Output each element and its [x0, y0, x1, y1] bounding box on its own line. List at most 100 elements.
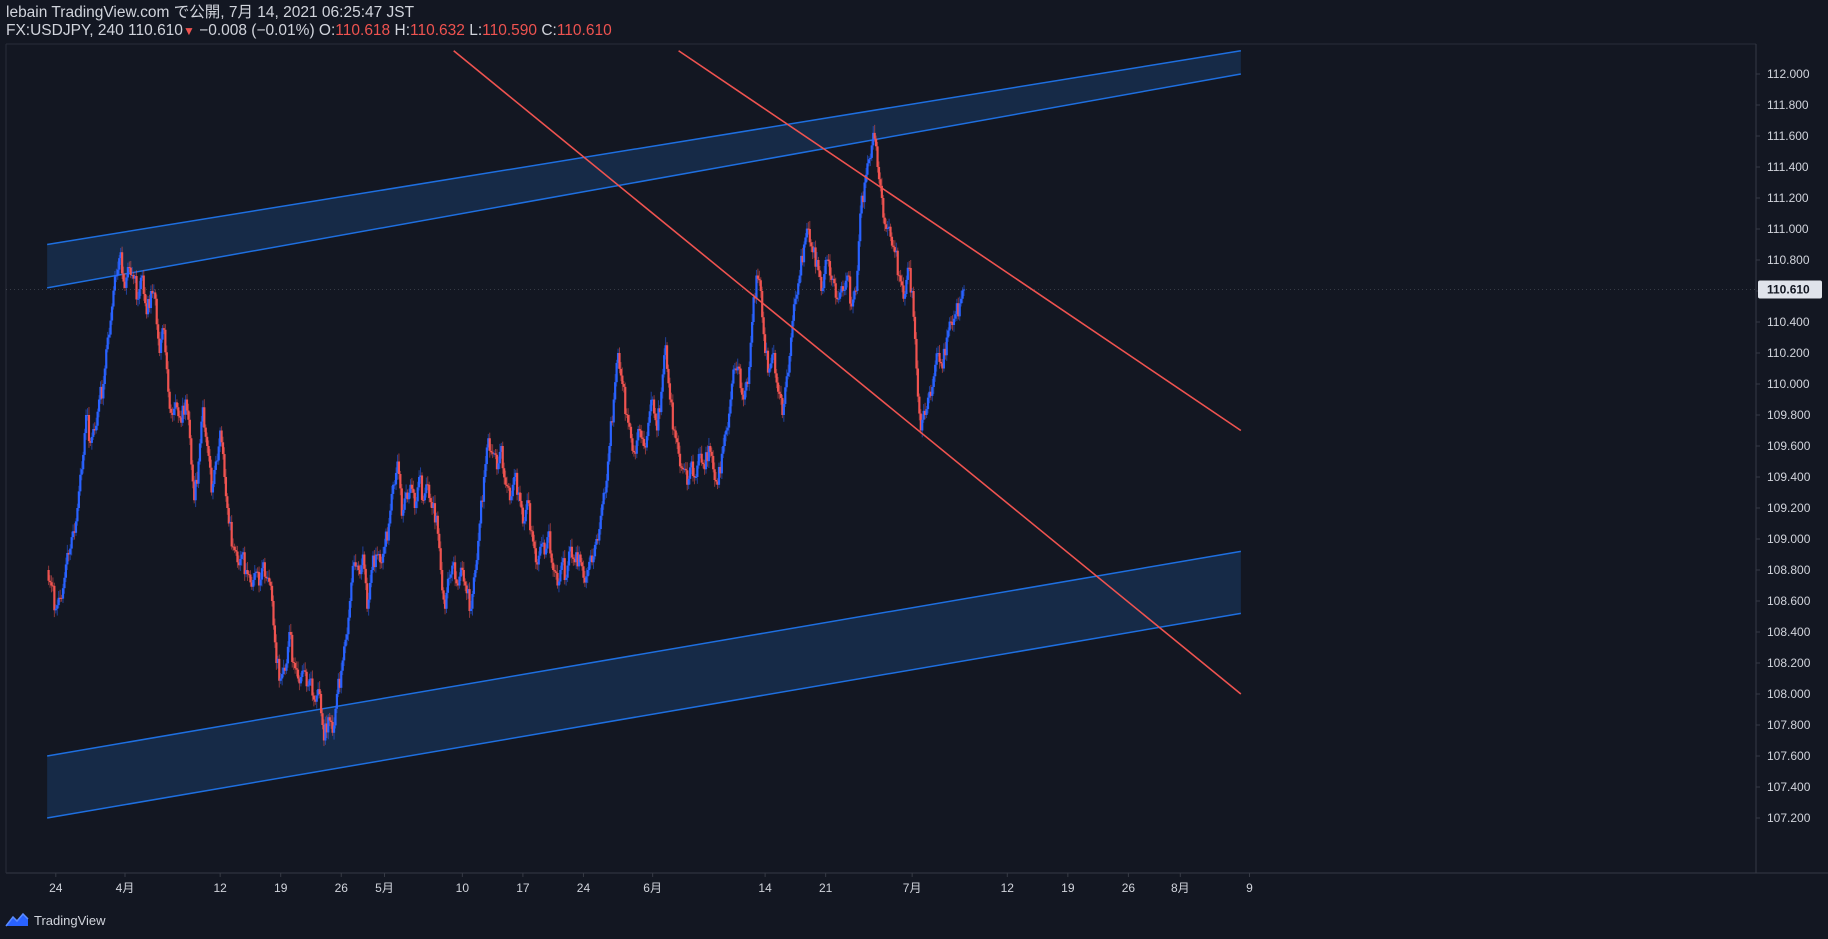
candle-body [544, 548, 548, 555]
candle-body [801, 255, 804, 263]
candle-body [546, 537, 549, 549]
candle-body [550, 553, 553, 563]
candle-body [811, 246, 814, 253]
candle-body [348, 601, 351, 618]
candle-body [843, 289, 846, 291]
candle-body [234, 550, 238, 552]
candle-body [257, 572, 261, 586]
candle-body [108, 334, 111, 338]
candle-body [477, 540, 480, 561]
y-tick-label: 108.800 [1767, 563, 1811, 577]
candle-body [423, 493, 426, 501]
y-tick-label: 107.800 [1767, 718, 1811, 732]
candle-body [152, 292, 155, 294]
candle-body [883, 217, 886, 225]
candle-body [54, 608, 57, 611]
downtrend-lines[interactable] [453, 50, 1242, 695]
candle-body [813, 247, 816, 253]
candle-body [442, 590, 445, 600]
candle-body [631, 438, 634, 451]
candle-body [948, 321, 951, 331]
candle-body [537, 555, 540, 565]
candle-body [462, 570, 465, 582]
x-tick-label: 24 [49, 881, 63, 895]
candle-body [941, 363, 944, 369]
candle-body [866, 163, 869, 175]
candle-body [557, 581, 561, 586]
candle-body [204, 427, 207, 437]
candle-body [291, 634, 294, 662]
candle-body [452, 562, 455, 566]
y-tick-label: 107.600 [1767, 749, 1811, 763]
candle-body [100, 386, 104, 399]
candle-body [170, 408, 173, 413]
candle-body [392, 484, 395, 494]
candle-body [262, 562, 265, 569]
candle-body [840, 286, 843, 293]
candle-body [318, 689, 321, 694]
candle-body [850, 303, 853, 307]
candle-body [76, 508, 79, 522]
candle-body [541, 542, 545, 544]
tradingview-watermark[interactable]: TradingView [4, 909, 106, 931]
candle-body [191, 464, 194, 482]
y-tick-label: 111.400 [1767, 160, 1809, 174]
candle-body [448, 577, 451, 579]
candle-body [157, 324, 160, 339]
candle-body [875, 138, 878, 147]
chart-header: lebain TradingView.com で公開, 7月 14, 2021 … [6, 4, 612, 40]
parallel-channel[interactable] [47, 50, 1241, 819]
candle-body [161, 328, 164, 340]
candle-body [578, 554, 581, 567]
candle-body [817, 260, 820, 271]
candle-body [820, 276, 823, 291]
candle-body [412, 488, 415, 493]
candle-body [628, 422, 631, 427]
candle-body [487, 438, 490, 448]
candle-body [69, 548, 72, 555]
candle-body [195, 479, 199, 484]
candle-body [456, 583, 460, 586]
candle-body [851, 299, 855, 307]
candle-body [529, 503, 532, 531]
high-label: H: [390, 22, 410, 39]
candle-body [472, 577, 475, 594]
candle-body [612, 399, 615, 423]
candle-body [229, 521, 232, 524]
candle-body [425, 484, 428, 494]
down-arrow-icon: ▼ [182, 24, 195, 38]
candle-body [523, 521, 526, 524]
candle-body [379, 554, 382, 563]
candle-body [334, 708, 337, 726]
candle-body [90, 436, 93, 443]
candle-body [873, 132, 876, 139]
candle-body [908, 267, 911, 269]
candle-body [585, 576, 588, 583]
candle-body [704, 452, 708, 470]
candle-body [895, 250, 898, 253]
candle-body [673, 429, 676, 431]
candle-body [433, 503, 437, 523]
candle-body [921, 419, 924, 431]
candle-body [491, 452, 494, 454]
candle-body [619, 368, 623, 376]
y-tick-label: 107.200 [1767, 811, 1811, 825]
x-tick-label: 10 [456, 881, 470, 895]
candle-body [815, 260, 819, 267]
candle-body [637, 428, 640, 441]
candle-body [217, 446, 220, 461]
candle-body [663, 355, 666, 375]
candle-body [818, 270, 821, 277]
candle-body [311, 678, 314, 696]
candle-body [60, 597, 63, 599]
candle-body [905, 279, 908, 294]
candle-body [505, 484, 509, 487]
candle-body [810, 242, 813, 247]
candle-body [405, 492, 408, 499]
candle-body [939, 361, 943, 364]
candle-body [854, 290, 858, 292]
candle-body [366, 583, 369, 609]
candle-body [726, 427, 729, 431]
candle-body [206, 436, 209, 446]
